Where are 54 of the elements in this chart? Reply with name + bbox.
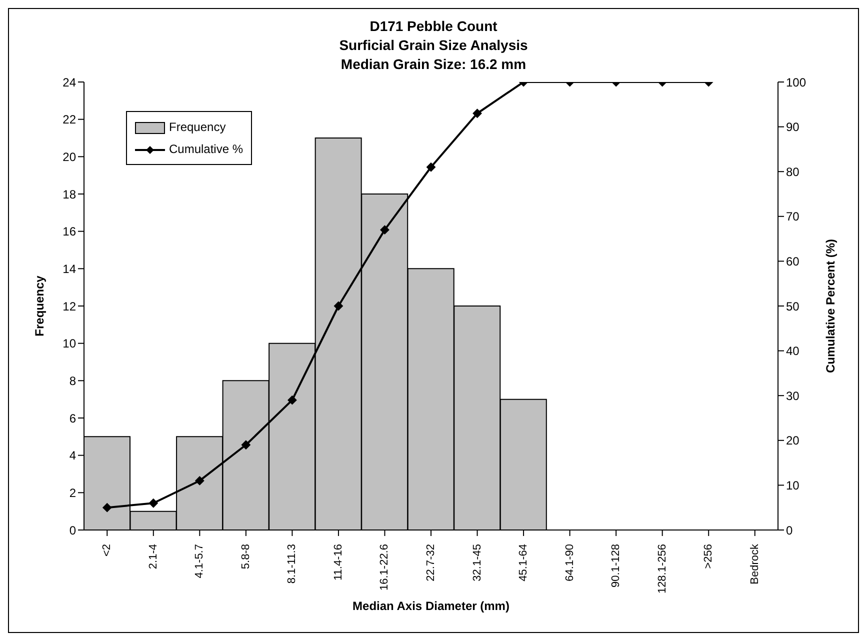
x-axis-title: Median Axis Diameter (mm) bbox=[352, 599, 510, 613]
x-tick-label: 22.7-32 bbox=[425, 544, 437, 582]
y2-tick-label: 60 bbox=[786, 254, 800, 268]
legend-label: Frequency bbox=[169, 120, 226, 134]
y-tick-label: 16 bbox=[62, 224, 76, 239]
y-tick-label: 24 bbox=[62, 75, 76, 90]
chart-subtitle: Surficial Grain Size Analysis Median Grain Size: 16.2 mm bbox=[338, 36, 529, 74]
chart-title: D171 Pebble Count bbox=[368, 17, 498, 36]
y-tick-label: 20 bbox=[62, 150, 76, 164]
y2-tick-label: 0 bbox=[786, 523, 793, 538]
y2-tick-label: 30 bbox=[786, 388, 800, 403]
x-tick-label: 5.8-8 bbox=[240, 544, 252, 570]
x-tick-label: 64.1-90 bbox=[564, 544, 576, 582]
y2-tick-label: 80 bbox=[786, 164, 800, 179]
y2-tick-label: 40 bbox=[786, 344, 800, 358]
x-tick-label: 16.1-22.6 bbox=[378, 544, 391, 590]
x-tick-label: Bedrock bbox=[748, 544, 761, 584]
y2-tick-label: 10 bbox=[786, 478, 800, 492]
x-tick-label: 45.1-64 bbox=[518, 544, 530, 582]
point bbox=[334, 302, 343, 310]
y-tick-label: 12 bbox=[62, 299, 76, 314]
y-tick-label: 18 bbox=[62, 187, 76, 202]
x-tick-label: 90.1-128 bbox=[610, 544, 622, 588]
point bbox=[288, 396, 297, 405]
y2-tick-label: 20 bbox=[786, 434, 800, 448]
x-tick-label: 2.1-4 bbox=[147, 544, 160, 570]
y2-tick-label: 50 bbox=[786, 299, 800, 314]
point bbox=[241, 440, 250, 450]
point bbox=[426, 162, 436, 172]
point bbox=[102, 503, 112, 512]
x-tick-label: >256 bbox=[702, 544, 715, 569]
y2-tick-label: 100 bbox=[786, 75, 806, 90]
y-tick-label: 22 bbox=[62, 112, 76, 127]
x-tick-label: 8.1-11.3 bbox=[286, 544, 298, 584]
x-tick-label: <2 bbox=[101, 544, 114, 557]
y2-tick-label: 70 bbox=[786, 210, 800, 224]
y-tick-label: 6 bbox=[69, 411, 76, 426]
legend-label: Cumulative % bbox=[169, 142, 244, 156]
y-axis-title: Frequency bbox=[32, 275, 46, 336]
y-tick-label: 2 bbox=[69, 486, 76, 500]
y2-axis-title: Cumulative Percent (%) bbox=[823, 238, 838, 374]
y-tick-label: 10 bbox=[62, 336, 76, 351]
y-tick-label: 14 bbox=[62, 262, 76, 276]
y2-tick-label: 90 bbox=[786, 120, 800, 134]
x-tick-label: 128.1-256 bbox=[656, 544, 668, 594]
x-tick-label: 32.1-45 bbox=[471, 544, 484, 582]
point bbox=[380, 225, 390, 234]
point bbox=[148, 498, 158, 508]
x-tick-label: 11.4-16 bbox=[332, 544, 344, 580]
point bbox=[195, 476, 204, 486]
y-tick-label: 0 bbox=[69, 523, 76, 538]
y-tick-label: 4 bbox=[69, 448, 76, 463]
x-tick-label: 4.1-5.7 bbox=[194, 544, 206, 578]
y-tick-label: 8 bbox=[69, 374, 76, 388]
